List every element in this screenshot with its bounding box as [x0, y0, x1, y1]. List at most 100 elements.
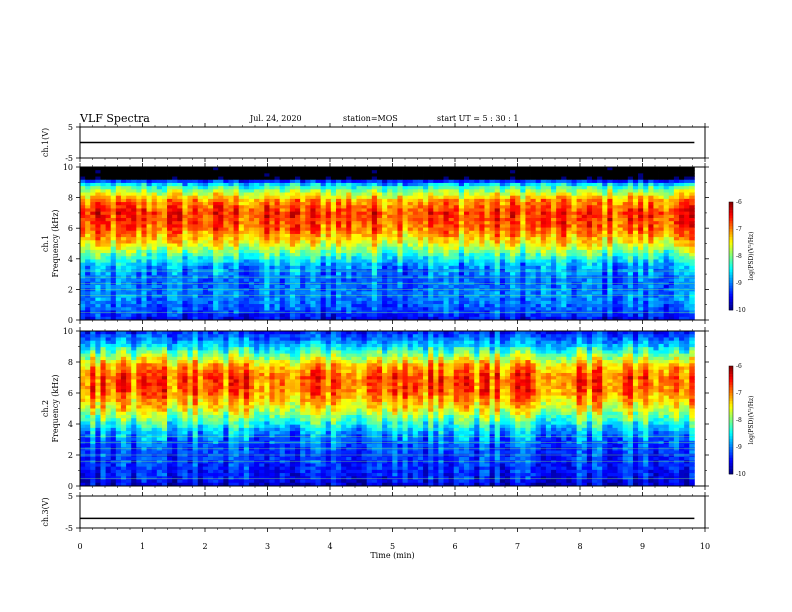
- spectrogram-cell: [284, 291, 291, 295]
- spectrogram-cell: [126, 186, 132, 190]
- spectrogram-cell: [254, 240, 260, 244]
- spectrogram-cell: [663, 256, 670, 260]
- spectrogram-cell: [428, 218, 434, 222]
- spectrogram-cell: [689, 173, 695, 177]
- spectrogram-cell: [376, 170, 383, 174]
- spectrogram-cell: [448, 221, 455, 225]
- spectrogram-cell: [653, 243, 659, 248]
- spectrogram-cell: [259, 278, 265, 283]
- spectrogram-cell: [387, 179, 393, 184]
- spectrogram-cell: [499, 253, 506, 257]
- spectrogram-cell: [366, 195, 373, 200]
- spectrogram-cell: [254, 256, 260, 260]
- spectrogram-cell: [407, 249, 414, 254]
- spectrogram-cell: [351, 186, 357, 190]
- spectrogram-cell: [161, 227, 168, 232]
- spectrogram-cell: [136, 284, 142, 289]
- spectrogram-cell: [658, 265, 665, 270]
- spectrogram-cell: [632, 240, 639, 244]
- spectrogram-cell: [423, 221, 429, 225]
- spectrogram-cell: [622, 284, 629, 289]
- spectrogram-cell: [474, 262, 480, 267]
- spectrogram-cell: [218, 230, 224, 235]
- spectrogram-cell: [284, 176, 291, 181]
- spectrogram-cell: [423, 262, 429, 267]
- spectrogram-cell: [310, 284, 316, 289]
- spectrogram-cell: [504, 170, 511, 174]
- spectrogram-cell: [85, 211, 91, 216]
- spectrogram-cell: [182, 170, 188, 174]
- spectrogram-cell: [269, 218, 275, 222]
- spectrogram-cell: [443, 256, 450, 260]
- spectrogram-cell: [269, 182, 275, 187]
- spectrogram-cell: [351, 240, 357, 244]
- spectrogram-cell: [248, 288, 255, 292]
- spectrogram-cell: [448, 249, 455, 254]
- spectrogram-cell: [423, 243, 429, 248]
- spectrogram-cell: [443, 259, 450, 264]
- spectrogram-cell: [458, 176, 465, 181]
- spectrogram-cell: [525, 265, 531, 270]
- spectrogram-cell: [100, 253, 106, 257]
- spectrogram-cell: [428, 179, 434, 184]
- spectrogram-cell: [463, 265, 470, 270]
- spectrogram-cell: [248, 198, 255, 203]
- spectrogram-cell: [161, 221, 168, 225]
- spectrogram-cell: [146, 224, 153, 228]
- spectrogram-cell: [85, 179, 91, 184]
- spectrogram-cell: [433, 253, 439, 257]
- spectrogram-cell: [233, 214, 240, 219]
- spectrogram-cell: [423, 249, 429, 254]
- spectrogram-cell: [530, 195, 537, 200]
- spectrogram-cell: [259, 167, 265, 171]
- spectrogram-cell: [300, 253, 306, 257]
- spectrogram-cell: [330, 218, 337, 222]
- spectrogram-cell: [356, 256, 362, 260]
- spectrogram-cell: [489, 182, 496, 187]
- spectrogram-cell: [417, 179, 424, 184]
- spectrogram-cell: [484, 214, 490, 219]
- spectrogram-cell: [581, 186, 588, 190]
- spectrogram-cell: [658, 249, 665, 254]
- spectrogram-cell: [397, 170, 403, 174]
- spectrogram-cell: [443, 173, 450, 177]
- spectrogram-cell: [110, 221, 117, 225]
- spectrogram-cell: [632, 265, 639, 270]
- spectrogram-cell: [668, 170, 675, 174]
- spectrogram-cell: [320, 253, 327, 257]
- spectrogram-cell: [172, 198, 178, 203]
- spectrogram-cell: [417, 198, 424, 203]
- spectrogram-cell: [520, 240, 526, 244]
- spectrogram-cell: [571, 224, 578, 228]
- spectrogram-cell: [689, 259, 695, 264]
- spectrogram-cell: [458, 205, 465, 209]
- spectrogram-cell: [238, 240, 245, 244]
- spectrogram-cell: [315, 167, 322, 171]
- spectrogram-cell: [591, 192, 598, 197]
- spectrogram-cell: [90, 192, 96, 197]
- spectrogram-cell: [643, 278, 649, 283]
- spectrogram-cell: [494, 189, 501, 193]
- spectrogram-cell: [463, 182, 470, 187]
- spectrogram-cell: [576, 170, 583, 174]
- spectrogram-cell: [320, 262, 327, 267]
- spectrogram-cell: [545, 202, 552, 206]
- spectrogram-cell: [110, 281, 117, 286]
- spectrogram-cell: [566, 237, 572, 241]
- spectrogram-cell: [105, 221, 112, 225]
- spectrogram-cell: [607, 227, 613, 232]
- spectrogram-cell: [126, 221, 132, 225]
- spectrogram-cell: [371, 240, 378, 244]
- spectrogram-cell: [658, 179, 665, 184]
- spectrogram-cell: [540, 281, 547, 286]
- spectrogram-cell: [161, 243, 168, 248]
- spectrogram-cell: [228, 218, 234, 222]
- spectrogram-cell: [402, 221, 409, 225]
- spectrogram-cell: [684, 288, 690, 292]
- spectrogram-cell: [586, 208, 593, 213]
- spectrogram-cell: [341, 227, 347, 232]
- spectrogram-cell: [443, 202, 450, 206]
- spectrogram-cell: [126, 167, 132, 171]
- spectrogram-cell: [438, 249, 444, 254]
- spectrogram-cell: [407, 208, 414, 213]
